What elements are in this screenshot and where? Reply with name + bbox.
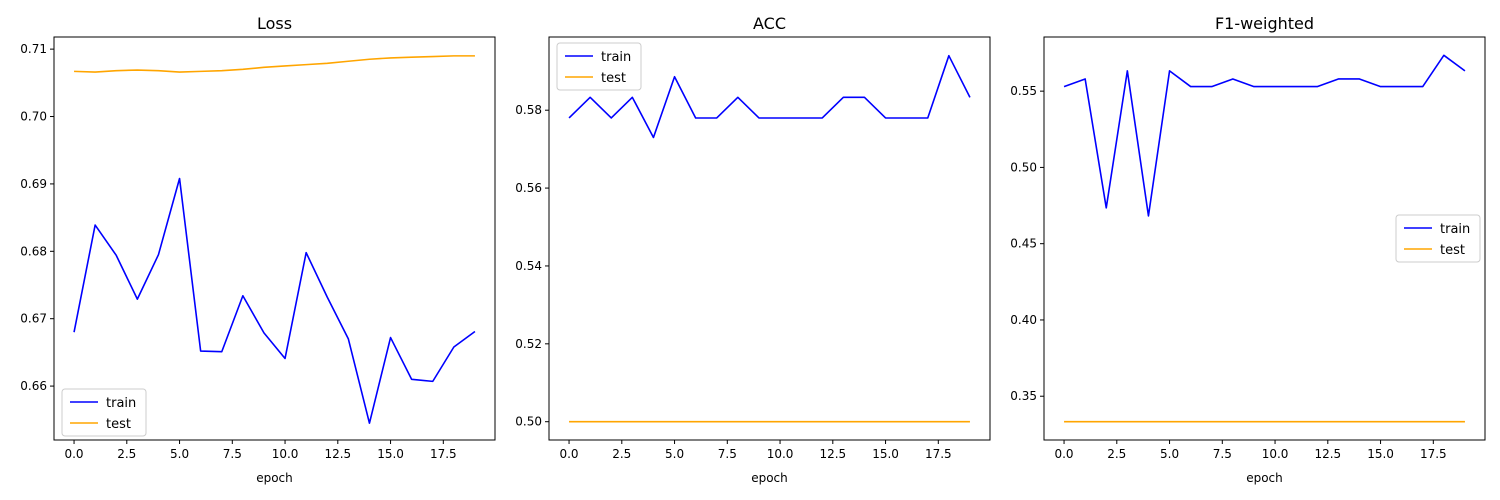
y-tick-label: 0.55 [1010, 84, 1037, 98]
x-tick-label: 0.0 [1054, 447, 1073, 461]
x-tick-label: 7.5 [1213, 447, 1232, 461]
y-tick-label: 0.50 [1010, 160, 1037, 174]
x-tick-label: 12.5 [819, 447, 846, 461]
x-axis-label: epoch [1246, 471, 1283, 485]
legend-label-train: train [1440, 222, 1470, 237]
y-tick-label: 0.71 [20, 42, 47, 56]
plot-frame [1043, 36, 1486, 441]
x-tick-label: 15.0 [377, 447, 404, 461]
y-tick-label: 0.68 [20, 244, 47, 258]
chart-title: F1-weighted [1215, 14, 1314, 33]
subplot-1: Loss 0.0 2.5 5.0 7.5 10.0 12.5 15.0 17.5 0.66 0.67… [20, 14, 496, 485]
plot-frame [548, 36, 991, 441]
y-tick-label: 0.50 [515, 415, 542, 429]
x-tick-label: 5.0 [170, 447, 189, 461]
x-tick-label: 2.5 [612, 447, 631, 461]
y-tick-label: 0.69 [20, 177, 47, 191]
legend-box [1395, 214, 1481, 263]
legend-label-test: test [1440, 243, 1465, 258]
y-tick-label: 0.58 [515, 103, 542, 117]
plot-frame [53, 36, 496, 441]
y-tick-label: 0.56 [515, 181, 542, 195]
x-tick-label: 7.5 [718, 447, 737, 461]
x-axis-label: epoch [751, 471, 788, 485]
legend-label-test: test [601, 71, 626, 86]
x-tick-label: 17.5 [925, 447, 952, 461]
x-tick-label: 15.0 [1367, 447, 1394, 461]
legend: train test [61, 388, 147, 437]
series-line-test [74, 55, 475, 73]
x-tick-label: 5.0 [665, 447, 684, 461]
x-tick-label: 17.5 [1420, 447, 1447, 461]
y-tick-label: 0.54 [515, 259, 542, 273]
y-tick-label: 0.35 [1010, 389, 1037, 403]
x-tick-label: 2.5 [117, 447, 136, 461]
y-tick-label: 0.45 [1010, 237, 1037, 251]
y-tick-label: 0.52 [515, 337, 542, 351]
legend: train test [1395, 214, 1481, 263]
x-tick-label: 5.0 [1160, 447, 1179, 461]
x-tick-label: 10.0 [1262, 447, 1289, 461]
x-tick-label: 12.5 [324, 447, 351, 461]
legend-label-train: train [106, 396, 136, 411]
x-tick-label: 15.0 [872, 447, 899, 461]
subplot-2: ACC 0.0 2.5 5.0 7.5 10.0 12.5 15.0 17.5 0.50 0.52 0… [515, 14, 991, 485]
subplot-3: F1-weighted 0.0 2.5 5.0 7.5 10.0 12.5 15.0 17.5 0… [1010, 14, 1486, 485]
y-tick-label: 0.40 [1010, 313, 1037, 327]
chart-title: Loss [257, 14, 292, 33]
series-line-train [568, 54, 971, 139]
x-tick-label: 17.5 [430, 447, 457, 461]
x-tick-label: 12.5 [1314, 447, 1341, 461]
x-tick-label: 10.0 [272, 447, 299, 461]
series-line-train [73, 177, 476, 424]
series-line-train [1063, 54, 1466, 217]
x-tick-label: 7.5 [223, 447, 242, 461]
legend: train test [556, 42, 642, 91]
legend-box [556, 42, 642, 91]
x-axis-label: epoch [256, 471, 293, 485]
x-tick-label: 0.0 [64, 447, 83, 461]
y-tick-label: 0.66 [20, 379, 47, 393]
legend-label-train: train [601, 50, 631, 65]
x-tick-label: 2.5 [1107, 447, 1126, 461]
y-tick-label: 0.70 [20, 110, 47, 124]
legend-label-test: test [106, 417, 131, 432]
y-tick-label: 0.67 [20, 312, 47, 326]
x-tick-label: 0.0 [559, 447, 578, 461]
chart-title: ACC [753, 14, 786, 33]
legend-box [61, 388, 147, 437]
x-tick-label: 10.0 [767, 447, 794, 461]
